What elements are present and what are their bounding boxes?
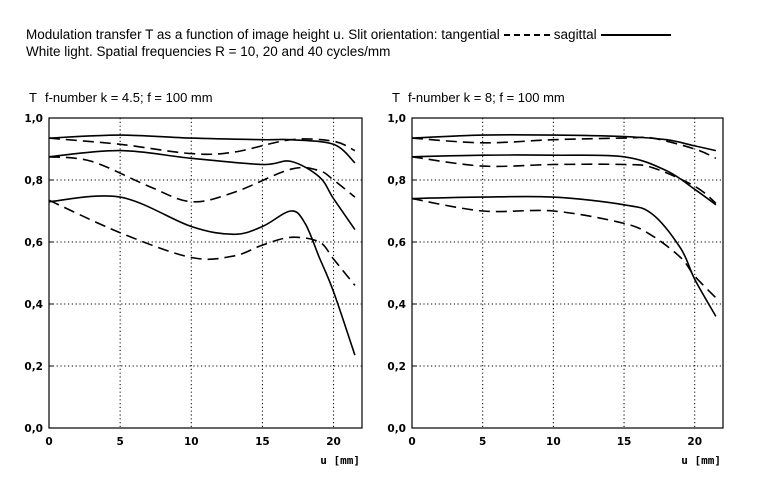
series-line-dashed-4 — [48, 156, 356, 203]
y-axis-label: T — [29, 90, 37, 105]
series-line-dashed-6 — [48, 199, 356, 286]
y-tick-label: 0,4 — [24, 299, 43, 311]
chart-title-text: f-number k = 8; f = 100 mm — [408, 90, 565, 105]
y-tick-label: 1,0 — [387, 113, 406, 125]
y-tick-label: 0,0 — [24, 423, 43, 435]
x-tick-label: 10 — [546, 436, 561, 448]
y-tick-label: 0,4 — [387, 299, 406, 311]
y-tick-label: 0,2 — [387, 361, 406, 373]
plot-frame — [48, 117, 363, 429]
x-tick-label: 15 — [617, 436, 632, 448]
x-axis-label: u [mm] — [681, 454, 721, 467]
plot-frame — [411, 117, 724, 429]
x-axis-label: u [mm] — [320, 454, 360, 467]
y-tick-label: 0,2 — [24, 361, 43, 373]
x-tick-label: 5 — [116, 436, 123, 448]
y-tick-label: 1,0 — [24, 113, 43, 125]
header-line-1: Modulation transfer T as a function of i… — [26, 27, 675, 42]
series-line-dashed-2 — [48, 137, 356, 156]
series-line-solid-1 — [48, 134, 356, 164]
header-text-sagittal: sagittal — [553, 27, 597, 42]
header-line-2: White light. Spatial frequencies R = 10,… — [26, 44, 391, 59]
y-tick-label: 0,0 — [387, 423, 406, 435]
x-tick-label: 15 — [255, 436, 270, 448]
series-line-solid-5 — [411, 195, 717, 317]
series-line-dashed-6 — [411, 197, 717, 299]
x-tick-label: 20 — [687, 436, 702, 448]
x-tick-label: 5 — [479, 436, 486, 448]
y-tick-label: 0,8 — [24, 175, 43, 187]
y-axis-label: T — [392, 90, 400, 105]
header-text-prefix: Modulation transfer T as a function of i… — [26, 27, 500, 42]
y-tick-label: 0,6 — [387, 237, 406, 249]
chart-title-text: f-number k = 4.5; f = 100 mm — [45, 90, 213, 105]
y-tick-label: 0,6 — [24, 237, 43, 249]
x-tick-label: 0 — [408, 436, 415, 448]
x-tick-label: 10 — [184, 436, 199, 448]
series-line-solid-3 — [411, 154, 717, 206]
legend-solid-line — [600, 34, 671, 37]
x-tick-label: 20 — [326, 436, 341, 448]
series-line-solid-5 — [48, 195, 356, 356]
series-line-dashed-4 — [411, 156, 717, 204]
series-line-dashed-2 — [411, 136, 717, 160]
series-line-solid-3 — [48, 149, 356, 231]
y-tick-label: 0,8 — [387, 175, 406, 187]
legend-dashed-line — [503, 34, 550, 37]
series-line-solid-1 — [411, 133, 717, 152]
x-tick-label: 0 — [45, 436, 52, 448]
